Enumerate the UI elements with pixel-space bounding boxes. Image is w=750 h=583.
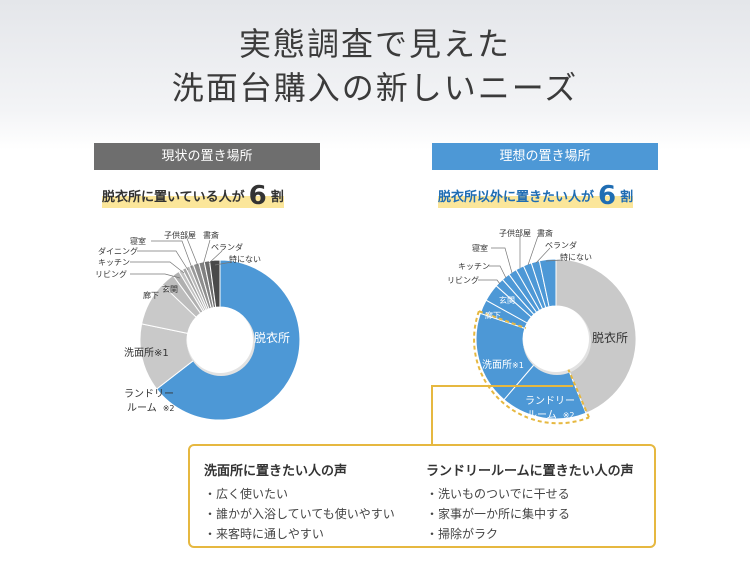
current-label-shinshitsu: 寝室 <box>130 236 146 246</box>
current-label-datsuijo: 脱衣所 <box>254 330 290 345</box>
ideal-leader-lines <box>478 235 563 285</box>
ideal-highlight-edge-bottom <box>567 369 590 418</box>
ideal-highlight-edge-top <box>478 310 527 330</box>
ideal-leader-shinshitsu <box>491 247 513 274</box>
ideal-label-laundry-note: ※2 <box>563 411 575 420</box>
ideal-label-tokuninai: 特にない <box>560 252 592 262</box>
current-stat: 脱衣所に置いている人が 6 割 <box>102 182 284 210</box>
senmenjo-voice-item: 広く使いたい <box>204 484 395 504</box>
ideal-location-tag: 理想の置き場所 <box>432 143 658 170</box>
ideal-label-kodomo: 子供部屋 <box>499 228 531 238</box>
current-stat-number: 6 <box>248 181 267 211</box>
laundry-voice-item: 家事が一か所に集中する <box>426 504 634 524</box>
laundry-voice-item: 掃除がラク <box>426 524 634 544</box>
current-leader-tokuninai <box>214 261 233 266</box>
ideal-leader-veranda <box>535 247 551 264</box>
current-label-tokuninai: 特にない <box>229 254 261 264</box>
current-label-shosai: 書斎 <box>203 230 219 240</box>
ideal-label-datsuijo: 脱衣所 <box>592 330 628 345</box>
current-label-kodomo: 子供部屋 <box>164 230 196 240</box>
ideal-label-living: リビング <box>447 275 479 285</box>
current-labels: 脱衣所 洗面所※1 ランドリー ルーム ※2 廊下 玄関 リビング キッチン ダイ… <box>95 230 290 414</box>
senmenjo-voice-item: 誰かが入浴していても使いやすい <box>204 504 395 524</box>
current-label-genkan: 玄関 <box>162 284 178 294</box>
current-location-tag: 現状の置き場所 <box>94 143 320 170</box>
current-leader-kodomo <box>185 235 199 267</box>
current-label-laundry-2: ルーム ※2 <box>127 402 175 414</box>
ideal-stat-unit: 割 <box>620 190 634 205</box>
ideal-label-shosai: 書斎 <box>537 228 553 238</box>
current-label-veranda: ベランダ <box>211 242 243 252</box>
ideal-leader-tokuninai <box>545 259 563 262</box>
ideal-label-shinshitsu: 寝室 <box>472 243 488 253</box>
ideal-leader-kitchen <box>489 265 507 279</box>
current-label-laundry-1: ランドリー <box>124 388 174 400</box>
ideal-stat-text: 脱衣所以外に置きたい人が <box>438 190 595 205</box>
ideal-label-laundry-1: ランドリー <box>525 395 575 407</box>
current-leader-dining <box>137 250 189 271</box>
page-title: 実態調査で見えた 洗面台購入の新しいニーズ <box>0 22 750 110</box>
ideal-label-laundry-2-text: ルーム <box>527 409 557 421</box>
current-stat-unit: 割 <box>270 190 284 205</box>
ideal-donut-hole <box>523 306 589 372</box>
ideal-label-senmenjo: 洗面所※1 <box>482 359 524 371</box>
current-label-laundry-2-text: ルーム <box>127 402 157 414</box>
ideal-donut <box>473 258 637 425</box>
senmenjo-voices-heading: 洗面所に置きたい人の声 <box>204 464 348 479</box>
current-leader-shosai <box>202 239 211 266</box>
ideal-label-senmenjo-text: 洗面所 <box>482 359 512 371</box>
current-label-senmenjo: 洗面所※1 <box>124 347 169 359</box>
current-label-living: リビング <box>95 269 127 279</box>
senmenjo-voices: 洗面所に置きたい人の声 広く使いたい 誰かが入浴していても使いやすい 来客時に通… <box>204 460 395 544</box>
voices-box: 洗面所に置きたい人の声 広く使いたい 誰かが入浴していても使いやすい 来客時に通… <box>188 444 656 548</box>
ideal-label-genkan: 玄関 <box>499 295 515 305</box>
ideal-labels: 脱衣所 洗面所※1 ランドリー ルーム ※2 廊下 玄関 リビング キッチン 寝室… <box>447 228 628 421</box>
current-stat-text: 脱衣所に置いている人が <box>102 190 245 205</box>
laundry-voices-heading: ランドリールームに置きたい人の声 <box>426 464 634 479</box>
current-label-dining: ダイニング <box>98 246 138 256</box>
current-leader-shinshitsu <box>151 240 193 269</box>
current-label-laundry-note: ※2 <box>163 404 175 413</box>
current-leader-veranda <box>207 250 223 265</box>
ideal-label-senmenjo-note: ※1 <box>512 361 524 370</box>
ideal-label-rouka: 廊下 <box>485 310 501 320</box>
current-donut-hole <box>187 307 253 373</box>
ideal-label-kitchen: キッチン <box>458 262 490 271</box>
ideal-label-laundry-2: ルーム ※2 <box>527 409 575 421</box>
title-line-1: 実態調査で見えた <box>238 25 511 63</box>
senmenjo-voice-item: 来客時に通しやすい <box>204 524 395 544</box>
current-donut <box>139 259 301 421</box>
ideal-leader-living <box>478 279 501 285</box>
current-label-kitchen: キッチン <box>98 258 130 267</box>
current-leader-kitchen <box>130 261 185 274</box>
title-line-2: 洗面台購入の新しいニーズ <box>171 69 579 107</box>
ideal-leader-shosai <box>527 235 539 266</box>
current-leader-lines <box>130 235 233 279</box>
ideal-stat: 脱衣所以外に置きたい人が 6 割 <box>438 181 634 211</box>
ideal-label-veranda: ベランダ <box>545 240 577 250</box>
ideal-stat-number: 6 <box>598 181 617 211</box>
current-leader-living <box>130 273 181 279</box>
current-label-rouka: 廊下 <box>143 290 159 300</box>
voice-connector <box>431 385 573 444</box>
laundry-voice-item: 洗いものついでに干せる <box>426 484 634 504</box>
laundry-voices: ランドリールームに置きたい人の声 洗いものついでに干せる 家事が一か所に集中する… <box>426 460 634 544</box>
